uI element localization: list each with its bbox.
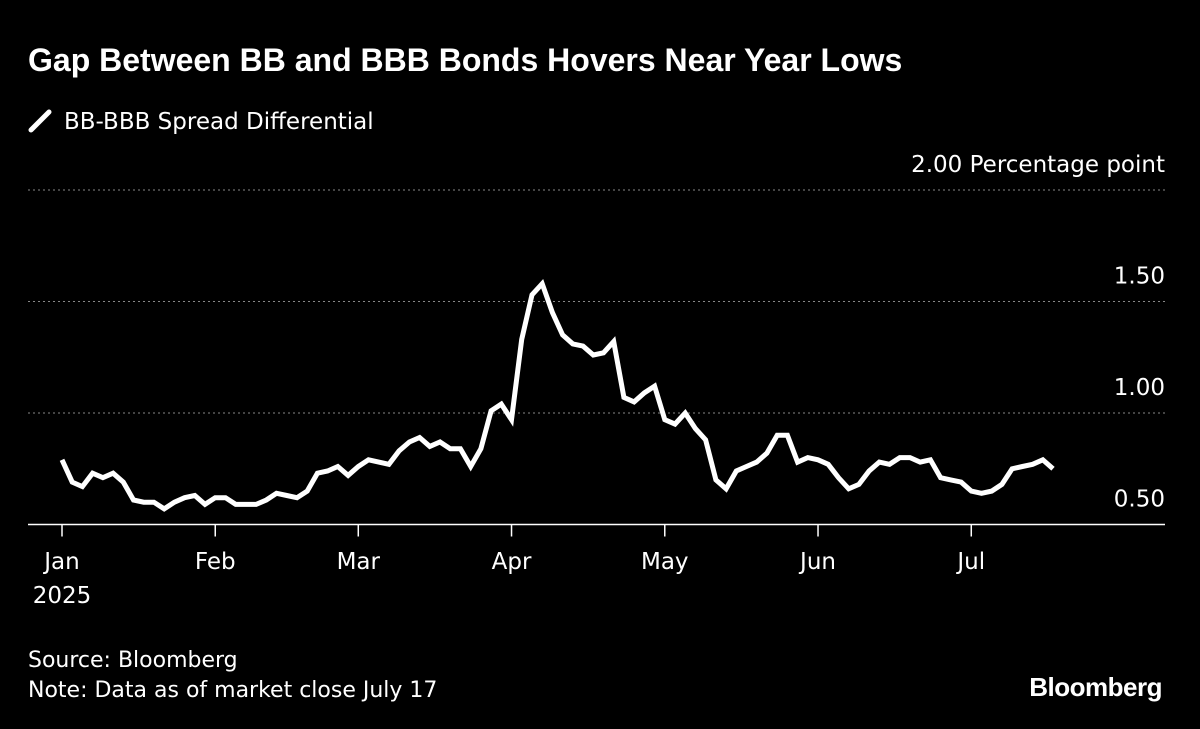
x-tick-label: Jan 2025 (32, 549, 92, 609)
series-line (59, 278, 1055, 512)
brand-logo: Bloomberg (1029, 672, 1162, 702)
y-tick-label: 1.00 (1114, 375, 1165, 401)
y-tick-label: 0.50 (1114, 487, 1165, 513)
source: Source: Bloomberg (28, 648, 238, 673)
x-tick-label: Jul (957, 549, 986, 575)
note: Note: Data as of market close July 17 (28, 678, 438, 703)
x-tick-label: Apr (491, 549, 532, 575)
chart-title: Gap Between BB and BBB Bonds Hovers Near… (28, 42, 902, 78)
legend-swatch (28, 109, 52, 133)
x-tick-label: Mar (336, 549, 380, 575)
legend-label: BB-BBB Spread Differential (64, 109, 374, 135)
y-tick-label: 1.50 (1114, 264, 1165, 290)
y-tick-label: 2.00 Percentage point (911, 152, 1165, 178)
x-tick-label: Feb (194, 549, 236, 575)
x-tick-label: May (640, 549, 689, 575)
x-tick-label: Jun (800, 549, 836, 575)
